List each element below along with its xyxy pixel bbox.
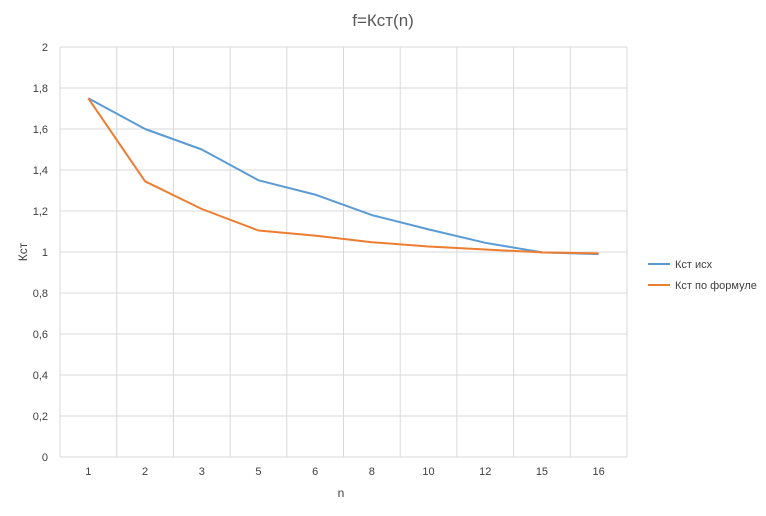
- chart-title: f=Кст(n): [352, 11, 414, 30]
- series-line-1: [87, 97, 599, 256]
- legend-label: Кст по формуле: [675, 280, 757, 292]
- y-tick-label: 1,8: [33, 83, 48, 95]
- y-tick-label: 0,2: [33, 411, 48, 423]
- y-tick-label: 0,6: [33, 329, 48, 341]
- y-tick-labels: 0 0,2 0,4 0,6 0,8 1 1,2 1,4 1,6 1,8 2: [33, 42, 48, 464]
- x-tick-labels: 1 2 3 5 6 8 10 12 15 16: [85, 466, 604, 478]
- y-tick-label: 1,2: [33, 206, 48, 218]
- x-tick-label: 10: [422, 466, 434, 478]
- x-tick-label: 8: [369, 466, 375, 478]
- y-tick-label: 1: [42, 247, 48, 259]
- x-tick-label: 1: [85, 466, 91, 478]
- legend: Кст исх Кст по формуле: [648, 259, 757, 292]
- x-tick-label: 15: [536, 466, 548, 478]
- y-axis-label: Кст: [16, 242, 30, 261]
- y-tick-label: 1,6: [33, 124, 48, 136]
- y-tick-label: 2: [42, 42, 48, 54]
- series-line-2: [87, 97, 599, 255]
- y-tick-label: 0,4: [33, 370, 48, 382]
- y-tick-label: 0,8: [33, 288, 48, 300]
- grid: [59, 46, 628, 458]
- x-tick-label: 5: [255, 466, 261, 478]
- y-tick-label: 1,4: [33, 165, 48, 177]
- y-tick-label: 0: [42, 452, 48, 464]
- x-tick-label: 6: [312, 466, 318, 478]
- legend-label: Кст исх: [675, 259, 713, 271]
- x-tick-label: 2: [142, 466, 148, 478]
- x-axis-label: n: [338, 486, 345, 500]
- x-tick-label: 3: [199, 466, 205, 478]
- series-lines: [87, 97, 599, 256]
- x-tick-label: 16: [593, 466, 605, 478]
- x-tick-label: 12: [479, 466, 491, 478]
